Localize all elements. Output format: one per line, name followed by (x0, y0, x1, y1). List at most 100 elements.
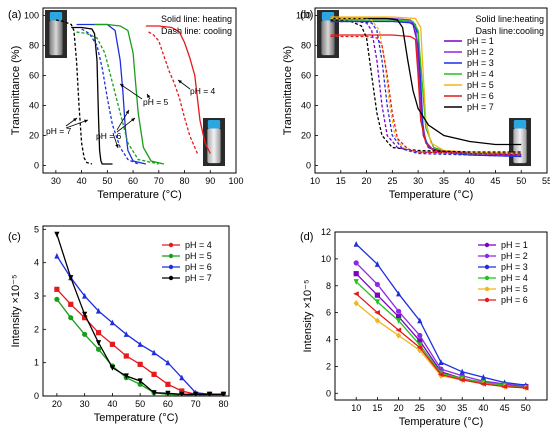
data-point (353, 300, 359, 307)
data-point (374, 292, 380, 298)
data-point (95, 330, 102, 336)
vial-cap (321, 12, 335, 21)
legend-entry: pH = 6 (501, 295, 528, 305)
data-point (54, 252, 60, 259)
x-tick-label: 30 (413, 176, 423, 186)
data-point (395, 327, 402, 333)
series-line (145, 25, 211, 154)
y-tick-label: 100 (24, 11, 39, 21)
y-tick-label: 4 (34, 258, 39, 268)
annotation-arrowhead (131, 118, 135, 122)
data-point (396, 314, 402, 320)
data-point (353, 260, 359, 266)
panel-label: (c) (8, 231, 21, 243)
x-tick-label: 60 (128, 176, 138, 186)
y-tick-label: 12 (321, 227, 331, 237)
annotation-label: pH = 5 (143, 97, 169, 107)
annotation-arrowhead (73, 118, 77, 122)
panel-b: (b) 10 15 20 25 30 35 40 45 50 55 0 20 40 60 80 100 Tempe… (282, 7, 550, 201)
x-tick-label: 25 (387, 176, 397, 186)
data-point (54, 231, 60, 238)
x-tick-label: 70 (154, 176, 164, 186)
vial-body (321, 20, 335, 56)
y-tick-label: 80 (301, 41, 311, 51)
legend-note: Dash line: cooling (161, 26, 232, 36)
data-point (193, 391, 199, 396)
data-point (438, 359, 444, 365)
data-point (137, 361, 143, 367)
data-point (82, 331, 88, 337)
legend-marker (168, 253, 174, 259)
series-group (54, 231, 227, 396)
data-point (95, 340, 102, 346)
annotation-arrowhead (120, 84, 124, 88)
legend-marker (484, 286, 490, 292)
vial-body (207, 128, 221, 164)
data-point (522, 385, 529, 391)
data-point (82, 292, 88, 299)
y-tick-label: 2 (34, 324, 39, 334)
legend-entry: pH = 2 (501, 251, 528, 261)
annotation-arrowhead (115, 144, 119, 148)
data-point (501, 383, 508, 390)
y-tick-label: 60 (29, 71, 39, 81)
x-axis-label: Temperature (°C) (389, 189, 473, 201)
data-point (480, 381, 486, 387)
data-point (68, 315, 74, 321)
plot-frame (42, 7, 237, 174)
x-tick-label: 45 (500, 403, 510, 413)
legend-entry: pH = 4 (185, 240, 212, 250)
x-tick-label: 50 (135, 399, 145, 409)
y-tick-label: 1 (34, 358, 39, 368)
legend-entry: pH = 2 (467, 47, 494, 57)
x-axis-label: Temperature (°C) (97, 189, 181, 201)
legend-entry: pH = 6 (467, 91, 494, 101)
series-line (330, 17, 522, 155)
x-tick-label: 40 (77, 176, 87, 186)
x-tick-label: 30 (80, 399, 90, 409)
y-tick-label: 0 (34, 161, 39, 171)
y-tick-label: 3 (34, 291, 39, 301)
x-tick-label: 80 (180, 176, 190, 186)
legend-marker (484, 253, 490, 259)
x-tick-label: 50 (516, 176, 526, 186)
y-tick-label: 6 (326, 308, 331, 318)
data-point (353, 279, 359, 285)
y-tick-label: 5 (34, 224, 39, 234)
data-point (54, 296, 60, 302)
data-point (109, 365, 116, 371)
x-tick-label: 50 (102, 176, 112, 186)
x-tick-label: 25 (415, 403, 425, 413)
x-tick-label: 30 (436, 403, 446, 413)
legend-entry: pH = 5 (185, 251, 212, 261)
y-tick-label: 4 (326, 335, 331, 345)
x-tick-label: 10 (351, 403, 361, 413)
y-tick-label: 40 (29, 101, 39, 111)
data-point (109, 319, 116, 326)
series-line (330, 16, 522, 155)
y-tick-label: 40 (301, 101, 311, 111)
data-point (417, 338, 423, 344)
x-tick-label: 20 (394, 403, 404, 413)
plot-frame (42, 225, 230, 397)
legend-note: Solid line:heating (475, 14, 544, 24)
y-tick-label: 60 (301, 71, 311, 81)
annotation-arrowhead (84, 119, 88, 123)
y-tick-label: 2 (326, 361, 331, 371)
data-point (374, 317, 380, 324)
vial-cap (49, 12, 63, 21)
legend-entry: pH = 3 (501, 262, 528, 272)
data-point (165, 359, 171, 366)
legend-entry: pH = 1 (467, 36, 494, 46)
data-point (68, 275, 74, 281)
legend-note: Dash line:cooling (475, 26, 544, 36)
data-point (165, 390, 171, 396)
data-point (95, 307, 102, 314)
x-tick-label: 20 (52, 399, 62, 409)
y-tick-label: 0 (34, 391, 39, 401)
vial-body (49, 20, 63, 56)
vial-body (513, 128, 527, 164)
x-tick-label: 40 (465, 176, 475, 186)
y-tick-label: 100 (296, 11, 311, 21)
x-tick-label: 40 (107, 399, 117, 409)
